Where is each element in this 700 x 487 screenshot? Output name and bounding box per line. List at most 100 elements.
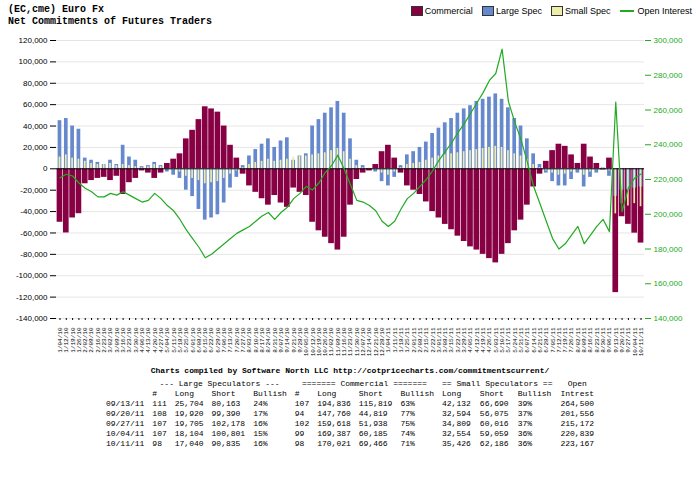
html-text:115,819: 115,819 — [358, 399, 393, 408]
html-text:100,801: 100,801 — [211, 429, 246, 438]
html-text:Open: Open — [567, 379, 587, 388]
html-text:108: 108 — [152, 409, 167, 418]
svg-text:100,000: 100,000 — [19, 57, 48, 66]
svg-text:10/11/11: 10/11/11 — [638, 327, 645, 356]
html-text:09/27/11: 09/27/11 — [105, 419, 145, 428]
html-text:44,819: 44,819 — [358, 409, 388, 418]
svg-text:120,000: 120,000 — [19, 36, 48, 45]
svg-text:-40,000: -40,000 — [20, 207, 48, 216]
html-text:220,839: 220,839 — [560, 429, 594, 438]
svg-text:60,000: 60,000 — [23, 100, 48, 109]
html-text:77%: 77% — [400, 409, 415, 418]
html-text:Bullish: Bullish — [400, 389, 434, 398]
html-text:37%: 37% — [517, 409, 533, 418]
svg-text:160,000: 160,000 — [654, 279, 683, 288]
html-text:10/11/11: 10/11/11 — [105, 439, 145, 448]
html-text:80,163: 80,163 — [211, 399, 241, 408]
svg-text:80,000: 80,000 — [23, 79, 48, 88]
html-text:======= Commercial =======: ======= Commercial ======= — [302, 379, 427, 388]
html-text:Short: Short — [358, 389, 383, 398]
html-text:Short: Short — [479, 389, 504, 398]
html-text:264,500: 264,500 — [560, 399, 594, 408]
svg-text:-100,000: -100,000 — [16, 271, 48, 280]
html-text:102: 102 — [294, 419, 310, 428]
html-text:159,618: 159,618 — [317, 419, 351, 428]
html-text:39%: 39% — [517, 399, 533, 408]
html-text:Commercial: Commercial — [424, 6, 473, 16]
html-text:17,040: 17,040 — [174, 439, 204, 448]
html-text:24%: 24% — [253, 399, 268, 408]
html-text:32,594: 32,594 — [442, 409, 471, 418]
svg-text:-120,000: -120,000 — [16, 293, 48, 302]
html-text:98: 98 — [152, 439, 162, 448]
svg-text:40,000: 40,000 — [23, 122, 48, 131]
svg-text:0: 0 — [43, 164, 48, 173]
html-text:10/04/11: 10/04/11 — [105, 429, 145, 438]
svg-text:140,000: 140,000 — [654, 314, 683, 323]
svg-text:180,000: 180,000 — [654, 245, 683, 254]
svg-text:280,000: 280,000 — [654, 71, 683, 80]
html-text:51,938: 51,938 — [358, 419, 388, 428]
svg-text:-140,000: -140,000 — [16, 314, 48, 323]
html-text:--- Large Speculators ---: --- Large Speculators --- — [159, 379, 280, 388]
html-text:215,172: 215,172 — [560, 419, 594, 428]
html-text:17%: 17% — [253, 409, 268, 418]
html-text:107: 107 — [294, 399, 310, 408]
html-text:Bullish: Bullish — [517, 389, 552, 398]
html-text:56,075: 56,075 — [479, 409, 509, 418]
html-text:Charts compiled by Software No: Charts compiled by Software North LLC ht… — [150, 366, 550, 375]
html-text:201,556: 201,556 — [560, 409, 594, 418]
html-text:60,185: 60,185 — [358, 429, 388, 438]
html-text:Intrest: Intrest — [560, 389, 594, 398]
svg-text:300,000: 300,000 — [654, 36, 683, 45]
svg-text:-80,000: -80,000 — [20, 250, 48, 259]
html-text:59,059: 59,059 — [479, 429, 509, 438]
html-text:Net Commitments of Futures Tra: Net Commitments of Futures Traders — [8, 16, 212, 27]
html-text:Large Spec: Large Spec — [495, 6, 542, 16]
html-text:169,387: 169,387 — [317, 429, 351, 438]
html-text:32,554: 32,554 — [442, 429, 471, 438]
html-text:42,132: 42,132 — [442, 399, 471, 408]
html-text:36%: 36% — [517, 429, 533, 438]
html-text:Long: Long — [174, 389, 194, 398]
html-text:99: 99 — [294, 429, 305, 438]
html-text:Open Interest: Open Interest — [637, 6, 692, 16]
html-text:Small Spec: Small Spec — [564, 6, 611, 16]
html-text:(EC,cme) Euro Fx: (EC,cme) Euro Fx — [8, 4, 104, 15]
html-text:16%: 16% — [253, 419, 268, 428]
html-text:75%: 75% — [400, 419, 415, 428]
html-text:94: 94 — [294, 409, 305, 418]
svg-text:220,000: 220,000 — [654, 175, 683, 184]
html-text:Long: Long — [442, 389, 462, 398]
html-text:66,690: 66,690 — [479, 399, 509, 408]
html-text:194,836: 194,836 — [317, 399, 351, 408]
html-text:102,178: 102,178 — [211, 419, 246, 428]
html-text:74%: 74% — [400, 429, 415, 438]
html-text:147,760: 147,760 — [317, 409, 351, 418]
html-text:34,809: 34,809 — [442, 419, 471, 428]
html-text:25,704: 25,704 — [174, 399, 204, 408]
html-text:Bullish: Bullish — [253, 389, 287, 398]
html-text:107: 107 — [152, 429, 167, 438]
html-text:19,705: 19,705 — [174, 419, 204, 428]
html-text:63%: 63% — [400, 399, 415, 408]
html-text:09/13/11: 09/13/11 — [105, 399, 145, 408]
svg-text:240,000: 240,000 — [654, 140, 683, 149]
svg-text:-20,000: -20,000 — [20, 186, 48, 195]
html-text:107: 107 — [152, 419, 167, 428]
svg-text:-60,000: -60,000 — [20, 229, 48, 238]
html-text:== Small Speculators ==: == Small Speculators == — [442, 379, 553, 388]
html-text:15%: 15% — [253, 429, 268, 438]
svg-text:20,000: 20,000 — [23, 143, 48, 152]
html-text:18,104: 18,104 — [174, 429, 204, 438]
html-text:Long: Long — [317, 389, 337, 398]
html-text:99,390: 99,390 — [211, 409, 241, 418]
html-text:37%: 37% — [517, 419, 533, 428]
html-text:60,016: 60,016 — [479, 419, 509, 428]
html-text:111: 111 — [152, 399, 167, 408]
html-text:Short: Short — [211, 389, 236, 398]
html-text:09/20/11: 09/20/11 — [105, 409, 145, 418]
svg-text:260,000: 260,000 — [654, 106, 683, 115]
svg-text:200,000: 200,000 — [654, 210, 683, 219]
html-text:19,920: 19,920 — [174, 409, 204, 418]
